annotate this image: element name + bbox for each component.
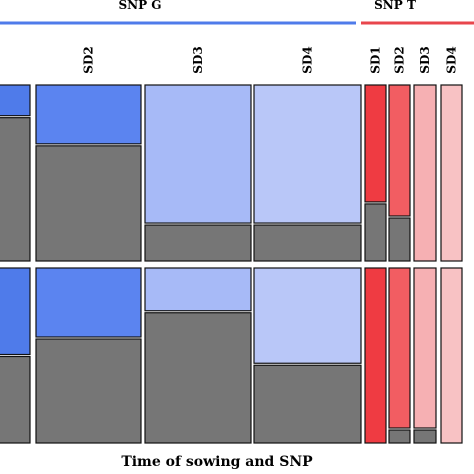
column-label: SD2 <box>82 46 96 73</box>
mosaic-tile-bottom <box>35 145 142 262</box>
group-header-label: SNP G <box>118 0 161 12</box>
column-label: SD4 <box>445 46 459 73</box>
mosaic-tile-top <box>35 267 142 338</box>
mosaic-tile-bottom <box>253 364 362 444</box>
mosaic-tile-top <box>35 84 142 145</box>
mosaic-tile-top <box>413 267 437 429</box>
mosaic-tiles <box>0 84 463 444</box>
mosaic-tile-bottom <box>0 355 31 444</box>
group-headers: SNP G SNP T <box>0 0 474 25</box>
mosaic-tile-bottom <box>388 429 411 444</box>
mosaic-tile-top <box>388 84 411 217</box>
mosaic-tile-top <box>144 267 252 312</box>
mosaic-tile-bottom <box>253 224 362 262</box>
mosaic-tile-top <box>413 84 437 262</box>
mosaic-tile-top <box>144 84 252 224</box>
mosaic-tile-bottom <box>364 203 387 262</box>
mosaic-tile-top <box>364 84 387 203</box>
mosaic-tile-top <box>440 267 463 444</box>
column-label: SD3 <box>191 46 205 73</box>
mosaic-tile-bottom <box>144 312 252 444</box>
mosaic-tile-bottom <box>35 338 142 444</box>
mosaic-tile-bottom <box>144 224 252 262</box>
mosaic-tile-bottom <box>0 117 31 262</box>
mosaic-tile-top <box>253 84 362 224</box>
mosaic-tile-top <box>0 84 31 117</box>
mosaic-tile-top <box>388 267 411 429</box>
mosaic-tile-top <box>440 84 463 262</box>
column-label: SD2 <box>393 46 407 73</box>
mosaic-tile-top <box>364 267 387 444</box>
group-header-label: SNP T <box>374 0 416 12</box>
mosaic-tile-bottom <box>413 429 437 444</box>
mosaic-tile-top <box>0 267 31 356</box>
column-label: SD1 <box>369 46 383 73</box>
mosaic-tile-bottom <box>388 217 411 262</box>
column-label: SD3 <box>418 46 432 73</box>
x-axis-label: Time of sowing and SNP <box>121 454 313 470</box>
mosaic-tile-top <box>253 267 362 364</box>
column-label: SD4 <box>301 46 315 73</box>
column-labels: SD2 SD3 SD4 SD1 SD2 SD3 SD4 <box>82 46 459 73</box>
